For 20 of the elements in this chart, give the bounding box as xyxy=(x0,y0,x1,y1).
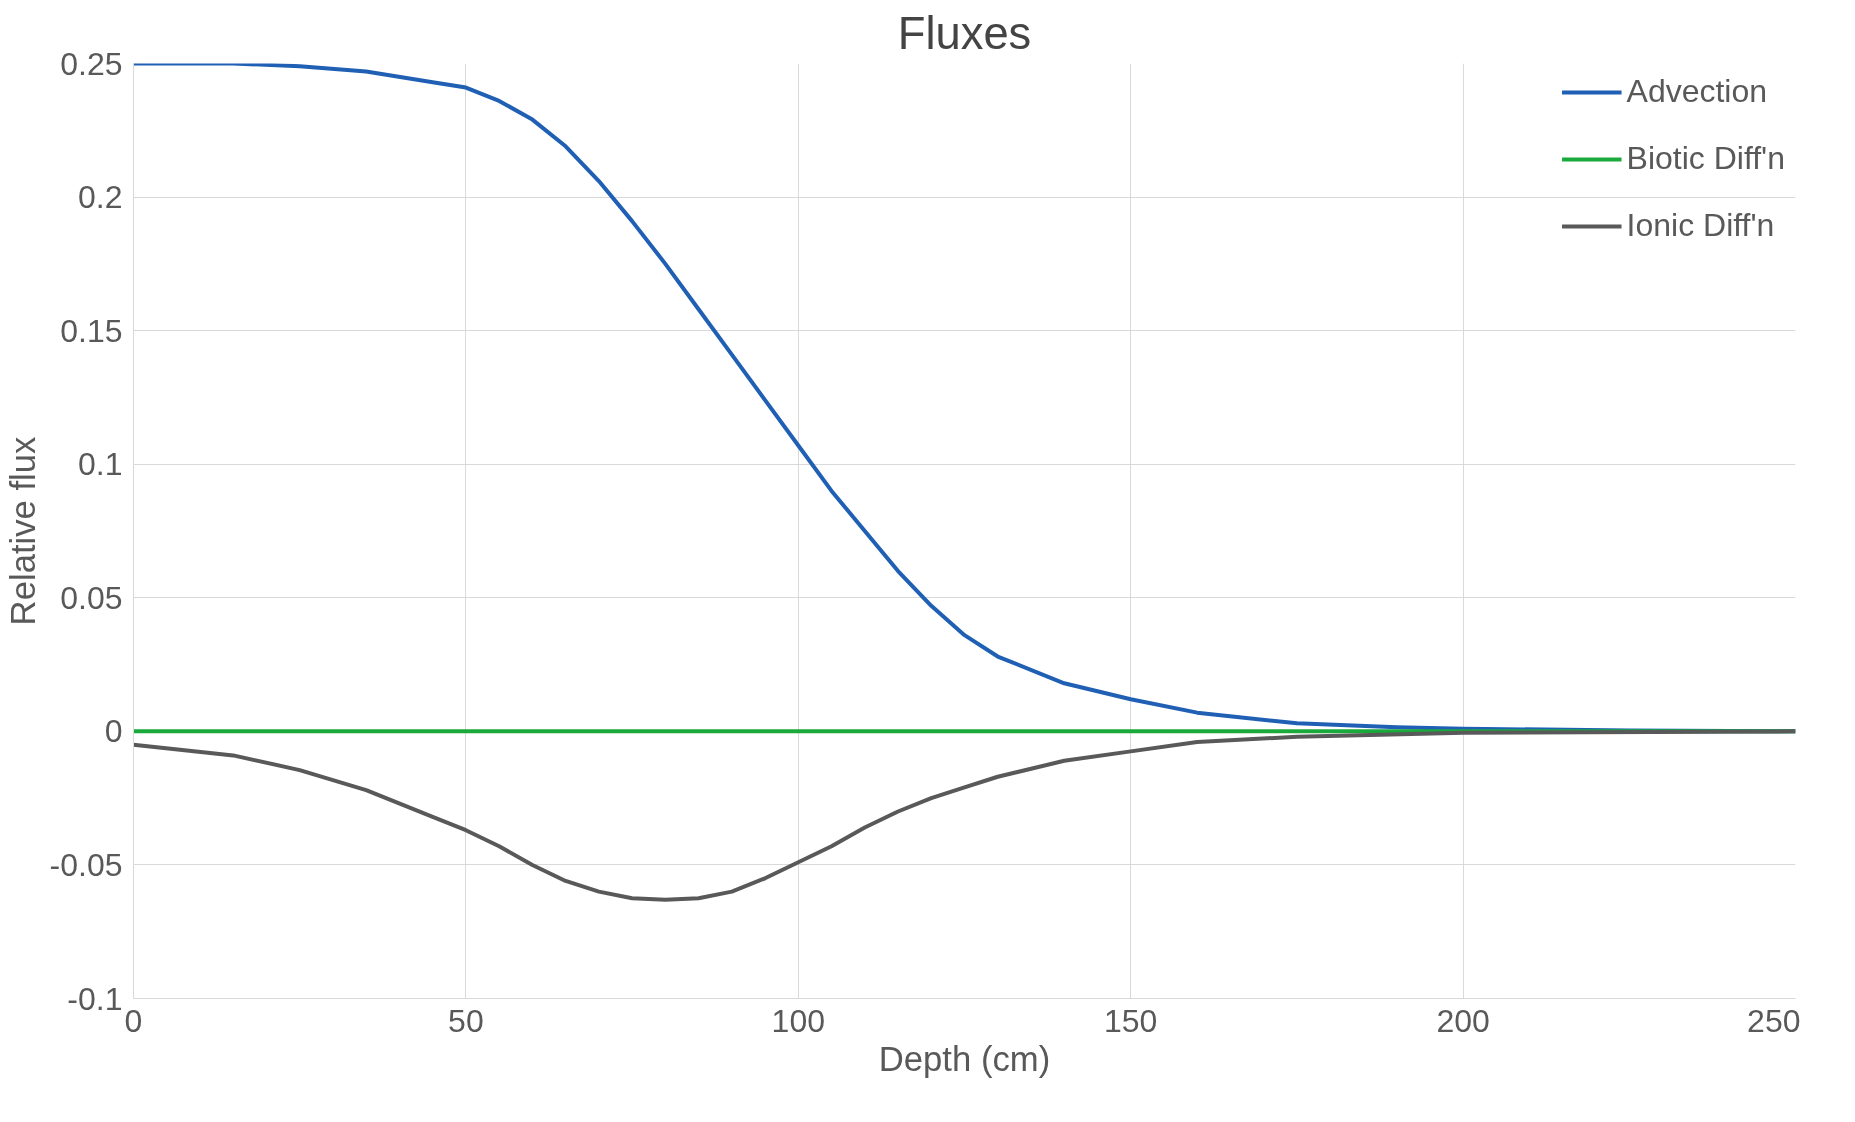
y-tick-label: -0.1 xyxy=(67,980,123,1017)
chart-title: Fluxes xyxy=(897,7,1032,59)
x-tick-label: 200 xyxy=(1436,1002,1490,1039)
y-tick-label: 0.1 xyxy=(78,446,123,483)
x-tick-label: 50 xyxy=(448,1002,484,1039)
x-tick-label: 150 xyxy=(1104,1002,1158,1039)
y-tick-label: 0 xyxy=(104,713,123,750)
legend-label: Ionic Diff'n xyxy=(1626,207,1775,244)
legend-label: Biotic Diff'n xyxy=(1626,140,1785,177)
legend-label: Advection xyxy=(1626,73,1768,110)
y-tick-label: -0.05 xyxy=(49,846,123,883)
y-tick-label: 0.15 xyxy=(60,312,123,349)
y-tick-label: 0.05 xyxy=(60,579,123,616)
x-axis-title: Depth (cm) xyxy=(878,1039,1051,1078)
x-tick-label: 250 xyxy=(1747,1002,1801,1039)
x-tick-label: 100 xyxy=(771,1002,825,1039)
line-series xyxy=(133,729,1796,902)
y-tick-label: 0.2 xyxy=(78,179,123,216)
y-axis-title: Relative flux xyxy=(3,436,42,626)
y-tick-label: 0.25 xyxy=(60,45,123,82)
